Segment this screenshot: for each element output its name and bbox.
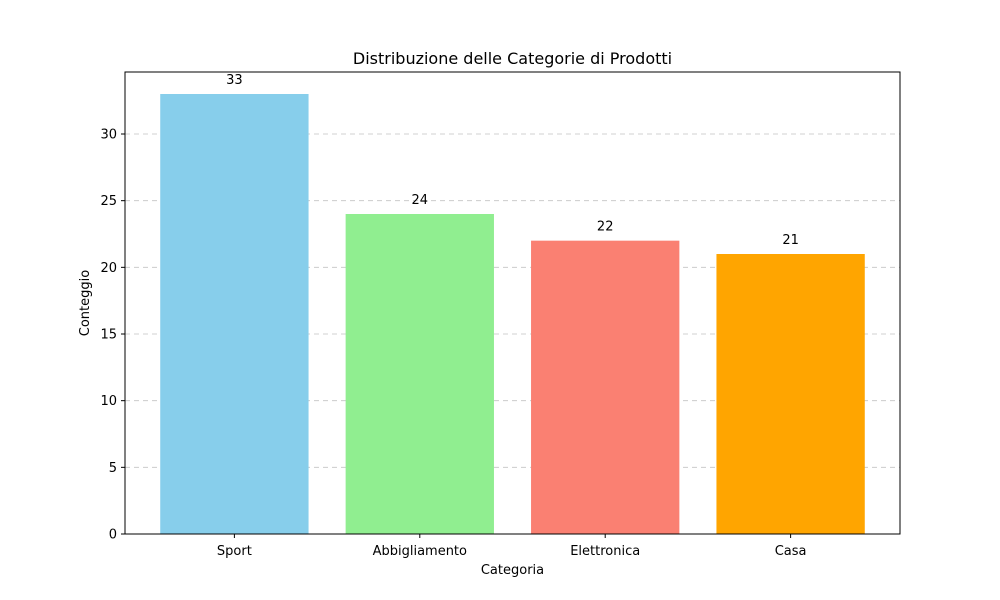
y-tick-label: 30 bbox=[100, 128, 117, 143]
y-tick-label: 5 bbox=[109, 461, 117, 476]
data-label-layer: 33 24 22 21 bbox=[226, 73, 799, 248]
bar-sport bbox=[160, 94, 309, 534]
data-label-casa: 21 bbox=[782, 233, 799, 248]
bar-casa bbox=[716, 254, 865, 534]
y-tick-label: 0 bbox=[109, 528, 117, 543]
chart-title: Distribuzione delle Categorie di Prodott… bbox=[353, 49, 672, 68]
bar-layer bbox=[160, 94, 865, 534]
plot-frame bbox=[124, 71, 901, 535]
y-tick-label: 20 bbox=[100, 261, 117, 276]
x-axis-title: Categoria bbox=[481, 563, 544, 578]
data-label-abbigliamento: 24 bbox=[412, 193, 429, 208]
bar-elettronica bbox=[531, 240, 680, 534]
x-tick-label: Casa bbox=[775, 544, 807, 559]
y-axis-title: Conteggio bbox=[78, 270, 93, 336]
data-label-sport: 33 bbox=[226, 73, 243, 88]
x-tick-label: Abbigliamento bbox=[373, 544, 467, 559]
data-label-elettronica: 22 bbox=[597, 220, 614, 235]
bar-abbigliamento bbox=[345, 214, 494, 534]
x-tick-label: Elettronica bbox=[570, 544, 640, 559]
tick-layer: 0 5 10 15 20 25 30 Sport Abbigliamento Elettronic… bbox=[100, 128, 806, 560]
x-tick-label: Sport bbox=[217, 544, 252, 559]
y-tick-label: 10 bbox=[100, 394, 117, 409]
y-tick-label: 25 bbox=[100, 194, 117, 209]
y-tick-label: 15 bbox=[100, 328, 117, 343]
